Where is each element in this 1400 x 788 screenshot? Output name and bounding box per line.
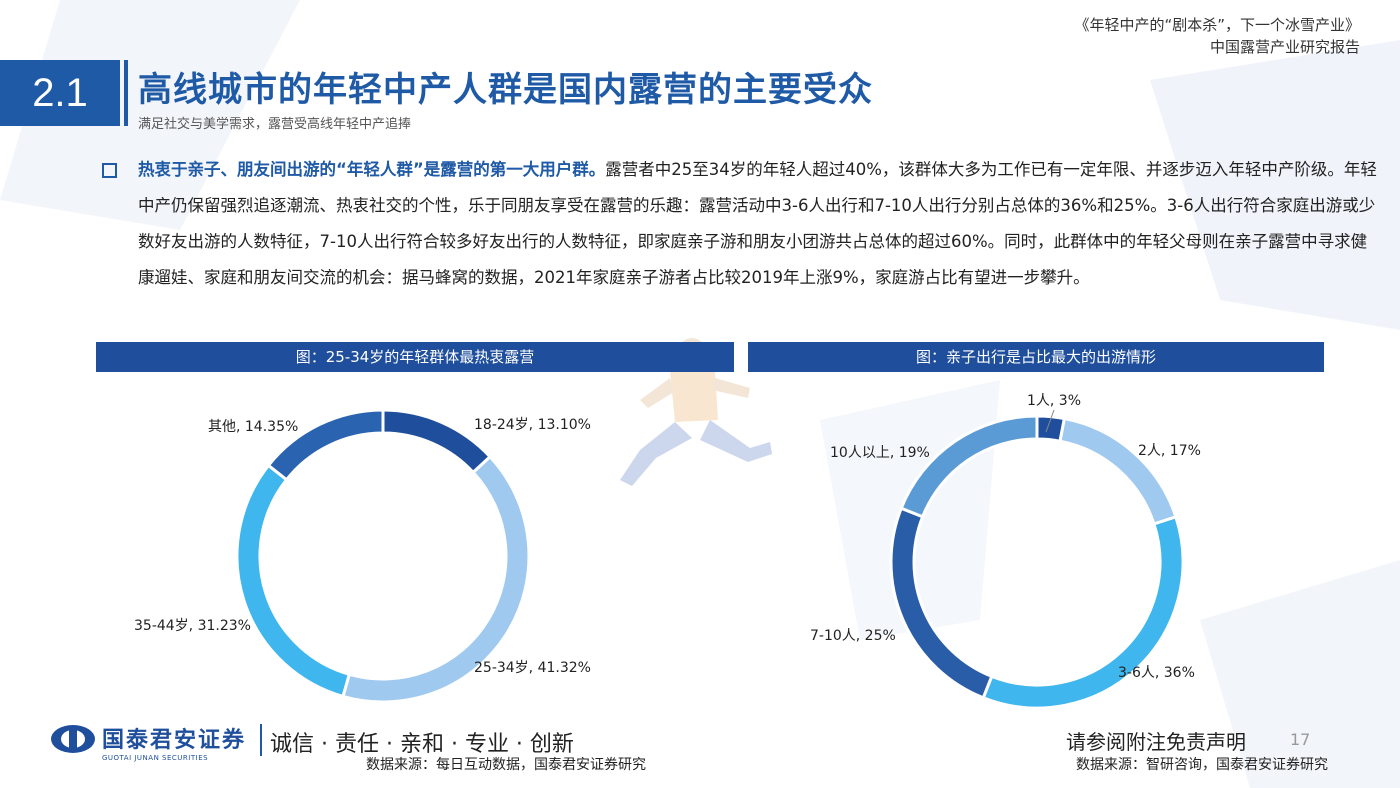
footer-divider <box>260 724 262 756</box>
logo-text-en: GUOTAI JUNAN SECURITIES <box>102 754 209 762</box>
title-accent-bar <box>124 60 128 126</box>
chart2-label-0: 1人, 3% <box>1027 393 1081 409</box>
chart2-label-2: 3-6人, 36% <box>1118 665 1195 681</box>
disclaimer-link[interactable]: 请参阅附注免责声明 <box>1066 730 1246 754</box>
report-title-line1: 《年轻中产的“剧本杀”，下一个冰雪产业》 <box>1074 16 1360 34</box>
chart1-label-2: 35-44岁, 31.23% <box>134 618 251 634</box>
body-highlight: 热衷于亲子、朋友间出游的“年轻人群”是露营的第一大用户群。 <box>138 160 606 179</box>
section-number: 2.1 <box>0 60 120 126</box>
page-number: 17 <box>1290 730 1311 749</box>
runner-illustration-icon <box>620 338 772 486</box>
page-subtitle: 满足社交与美学需求，露营受高线年轻中产追捧 <box>138 117 412 132</box>
chart2-label-1: 2人, 17% <box>1138 443 1201 459</box>
chart1-label-3: 其他, 14.35% <box>208 419 298 435</box>
body-paragraph: 热衷于亲子、朋友间出游的“年轻人群”是露营的第一大用户群。露营者中25至34岁的… <box>138 152 1378 296</box>
chart1-title: 图：25-34岁的年轻群体最热衷露营 <box>96 342 734 372</box>
chart2-title: 图：亲子出行是占比最大的出游情形 <box>748 342 1324 372</box>
chart2-donut: 1人, 3% 2人, 17% 3-6人, 36% 7-10人, 25% 10人以上, 1… <box>810 393 1201 710</box>
report-title-line2: 中国露营产业研究报告 <box>1209 38 1360 56</box>
chart2-source: 数据来源：智研咨询，国泰君安证券研究 <box>1076 757 1328 773</box>
logo-mark-icon <box>51 725 95 753</box>
body-text: 露营者中25至34岁的年轻人超过40%，该群体大多为工作已有一定年限、并逐步迈入… <box>138 160 1377 287</box>
logo-text-cn: 国泰君安证券 <box>102 728 247 753</box>
chart2-label-3: 7-10人, 25% <box>810 628 896 644</box>
page-title: 高线城市的年轻中产人群是国内露营的主要受众 <box>138 70 873 110</box>
chart2-slice-3 <box>889 506 994 700</box>
chart1-donut: 18-24岁, 13.10% 25-34岁, 41.32% 35-44岁, 31.2… <box>134 408 591 704</box>
chart1-slice-2 <box>235 463 352 699</box>
chart1-source: 数据来源：每日互动数据，国泰君安证券研究 <box>366 757 646 773</box>
bullet-square-icon <box>102 163 117 178</box>
chart2-label-leader-line <box>1045 409 1055 433</box>
chart1-slice-3 <box>266 408 385 482</box>
chart1-label-0: 18-24岁, 13.10% <box>474 417 591 433</box>
chart1-label-1: 25-34岁, 41.32% <box>474 660 591 676</box>
chart2-slice-4 <box>899 414 1039 519</box>
chart2-slice-1 <box>1058 416 1178 526</box>
report-title: 《年轻中产的“剧本杀”，下一个冰雪产业》 中国露营产业研究报告 <box>1074 14 1360 58</box>
footer-slogan: 诚信 · 责任 · 亲和 · 专业 · 创新 <box>270 732 574 757</box>
chart2-label-4: 10人以上, 19% <box>830 445 930 461</box>
